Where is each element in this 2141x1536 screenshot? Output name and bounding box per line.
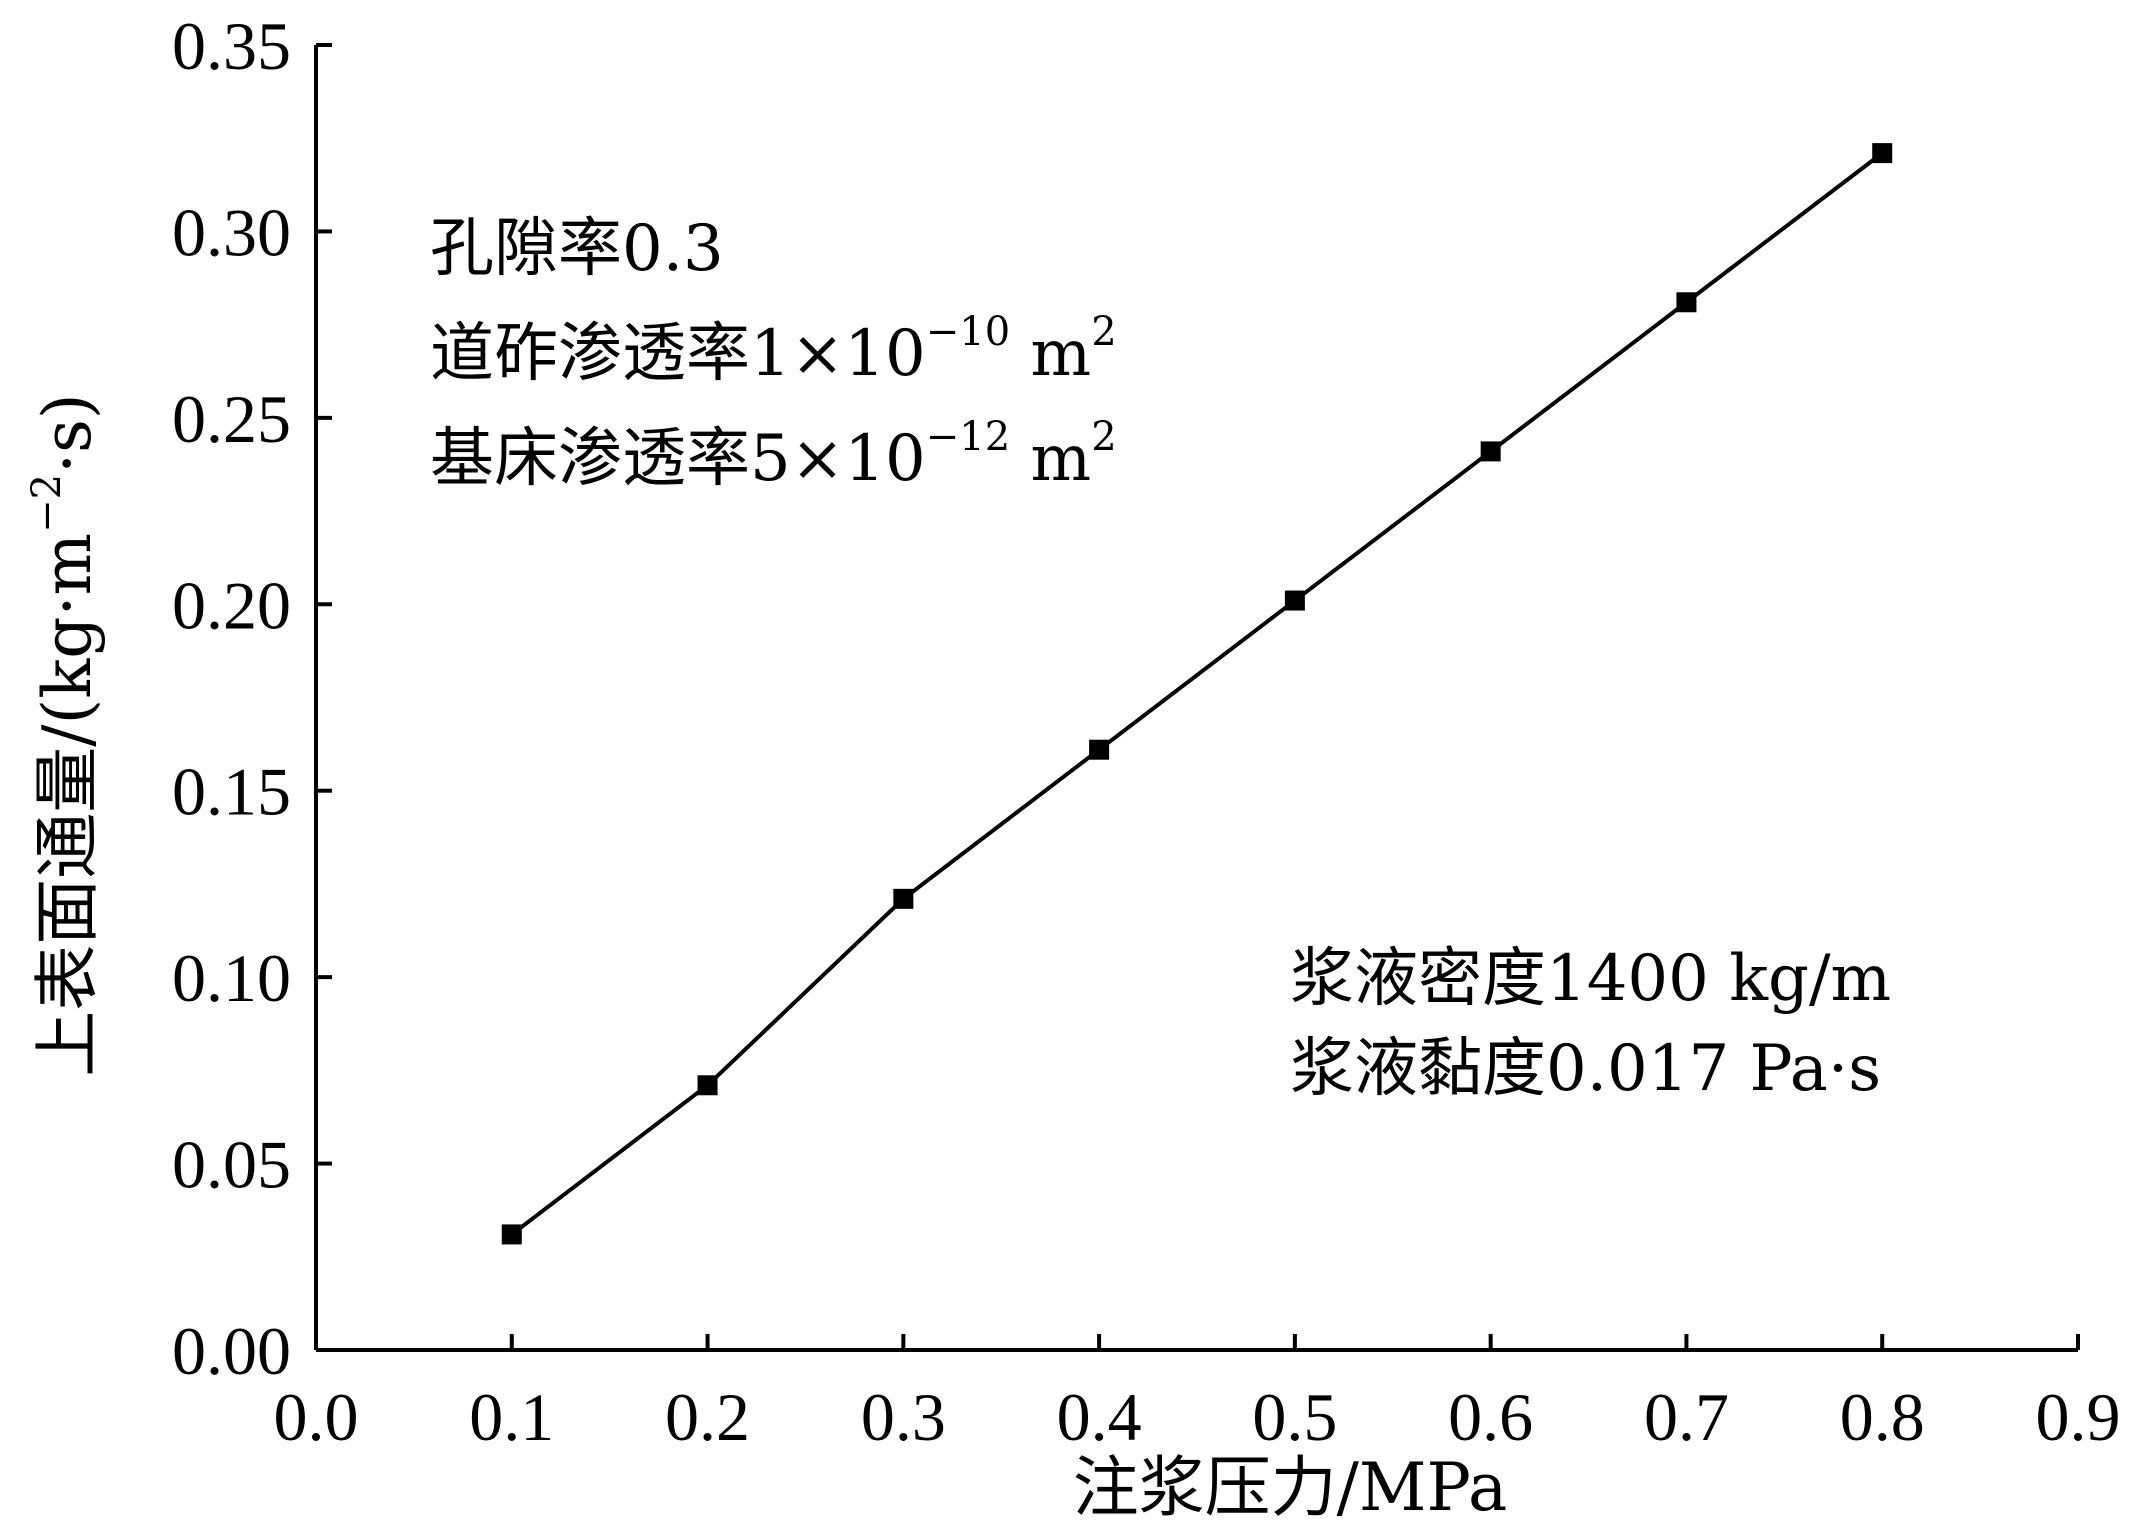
data-point [893, 888, 914, 909]
y-tick-label: 0.30 [172, 194, 291, 270]
x-tick-label: 0.3 [861, 1379, 946, 1455]
data-point [1676, 292, 1697, 313]
x-tick-label: 0.5 [1252, 1379, 1337, 1455]
x-tick-label: 0.4 [1057, 1379, 1142, 1455]
data-point [1284, 590, 1305, 611]
annotation-ballast-permeability: 道砟渗透率1×10−10 m2 [430, 309, 1117, 391]
x-tick-label: 0.0 [274, 1379, 359, 1455]
series-line [510, 151, 1884, 1237]
annotation-porosity: 孔隙率0.3 [430, 212, 724, 286]
y-tick-label: 0.15 [172, 754, 291, 830]
y-tick-label: 0.20 [172, 567, 291, 643]
y-tick-label: 0.05 [172, 1127, 291, 1203]
y-tick-label: 0.35 [172, 8, 291, 84]
data-point [1089, 739, 1110, 760]
data-point [1872, 143, 1893, 164]
x-axis-title: 注浆压力/MPa [1073, 1449, 1508, 1526]
y-tick-label: 0.25 [172, 381, 291, 457]
y-tick-label: 0.10 [172, 940, 291, 1016]
x-tick-label: 0.7 [1644, 1379, 1729, 1455]
x-tick-label: 0.8 [1840, 1379, 1925, 1455]
x-tick-label: 0.1 [469, 1379, 554, 1455]
axes [314, 45, 2078, 1352]
annotation-grout-viscosity: 浆液黏度0.017 Pa·s [1290, 1032, 1881, 1106]
series [501, 143, 1893, 1245]
x-tick-label: 0.6 [1448, 1379, 1533, 1455]
x-tick-label: 0.9 [2036, 1379, 2121, 1455]
annotation-grout-density: 浆液密度1400 kg/m [1290, 942, 1891, 1016]
data-point [697, 1075, 718, 1096]
y-axis-title: 上表面通量/(kg·m−2·s) [24, 393, 106, 1076]
data-point [501, 1224, 522, 1245]
data-point [1480, 441, 1501, 462]
annotation-subgrade-permeability: 基床渗透率5×10−12 m2 [430, 414, 1117, 496]
ticks: 0.0 0.1 0.2 0.3 0.4 0.5 0.6 0.7 0.8 0.9 0.00 0.05 0.… [172, 8, 2121, 1455]
x-tick-label: 0.2 [665, 1379, 750, 1455]
y-tick-label: 0.00 [172, 1313, 291, 1389]
